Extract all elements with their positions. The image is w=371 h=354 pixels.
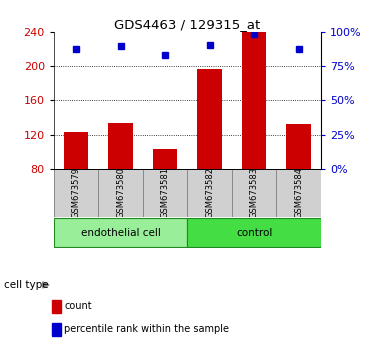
Bar	[286, 124, 311, 169]
Text: endothelial cell: endothelial cell	[81, 228, 161, 238]
Bar	[98, 169, 143, 217]
Text: GSM673579: GSM673579	[72, 167, 81, 218]
Bar	[64, 132, 88, 169]
Text: GSM673583: GSM673583	[250, 166, 259, 218]
Bar	[197, 69, 222, 169]
Bar	[242, 32, 266, 169]
Text: count: count	[64, 301, 92, 311]
Text: GSM673584: GSM673584	[294, 167, 303, 218]
Text: cell type: cell type	[4, 280, 48, 290]
Bar	[187, 218, 321, 247]
Text: percentile rank within the sample: percentile rank within the sample	[64, 324, 229, 334]
Bar	[54, 218, 187, 247]
Bar	[108, 124, 133, 169]
Bar	[232, 169, 276, 217]
Bar	[143, 169, 187, 217]
Bar	[187, 169, 232, 217]
Text: GSM673581: GSM673581	[161, 167, 170, 218]
Title: GDS4463 / 129315_at: GDS4463 / 129315_at	[114, 18, 260, 31]
Text: GSM673582: GSM673582	[205, 167, 214, 218]
Text: control: control	[236, 228, 272, 238]
Bar	[54, 169, 98, 217]
Bar	[276, 169, 321, 217]
Bar	[153, 149, 177, 169]
Text: GSM673580: GSM673580	[116, 167, 125, 218]
